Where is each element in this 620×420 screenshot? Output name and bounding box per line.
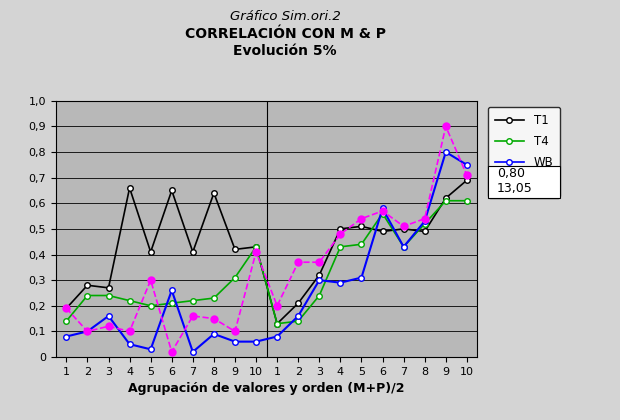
W xyxy=(273,303,281,308)
W xyxy=(400,224,407,229)
T1 xyxy=(84,283,91,288)
T1 xyxy=(168,188,175,193)
T4 xyxy=(294,319,302,324)
W xyxy=(252,249,260,255)
Line: WB: WB xyxy=(64,149,469,354)
T1 xyxy=(400,226,407,231)
T1 xyxy=(126,185,133,190)
T4 xyxy=(210,296,218,301)
T1 xyxy=(442,196,450,201)
Legend: T1, T4, WB, W: T1, T4, WB, W xyxy=(487,107,560,198)
Text: 0,80: 0,80 xyxy=(494,166,521,178)
X-axis label: Agrupación de valores y orden (M+P)/2: Agrupación de valores y orden (M+P)/2 xyxy=(128,382,405,395)
WB xyxy=(273,334,281,339)
WB xyxy=(168,288,175,293)
T1 xyxy=(294,301,302,306)
Text: Evolución 5%: Evolución 5% xyxy=(233,44,337,58)
T4 xyxy=(189,298,197,303)
T4 xyxy=(168,301,175,306)
T4 xyxy=(84,293,91,298)
Line: T4: T4 xyxy=(64,198,469,326)
W xyxy=(126,329,133,334)
W xyxy=(337,231,344,236)
T1 xyxy=(231,247,239,252)
WB xyxy=(210,331,218,336)
W xyxy=(210,316,218,321)
T4 xyxy=(147,303,154,308)
Text: 13,05: 13,05 xyxy=(494,182,529,195)
T1 xyxy=(210,191,218,196)
T4 xyxy=(273,321,281,326)
WB xyxy=(379,206,386,211)
T1 xyxy=(463,178,471,183)
W xyxy=(231,329,239,334)
T4 xyxy=(231,275,239,280)
WB xyxy=(147,347,154,352)
T4 xyxy=(105,293,112,298)
WB xyxy=(442,150,450,155)
T1 xyxy=(421,229,428,234)
WB xyxy=(463,162,471,167)
T4 xyxy=(63,319,70,324)
T4 xyxy=(421,221,428,226)
T1 xyxy=(358,224,365,229)
W xyxy=(442,124,450,129)
WB xyxy=(316,278,323,283)
W xyxy=(147,278,154,283)
W xyxy=(379,208,386,213)
W xyxy=(105,324,112,329)
WB xyxy=(358,275,365,280)
WB xyxy=(189,349,197,354)
T1 xyxy=(189,249,197,255)
WB xyxy=(421,219,428,224)
WB xyxy=(337,280,344,285)
W xyxy=(421,216,428,221)
WB xyxy=(400,244,407,249)
T4 xyxy=(252,244,260,249)
WB xyxy=(84,329,91,334)
WB xyxy=(252,339,260,344)
WB xyxy=(126,342,133,347)
T4 xyxy=(400,244,407,249)
W xyxy=(463,173,471,178)
T1 xyxy=(105,285,112,290)
T1 xyxy=(379,229,386,234)
Line: T1: T1 xyxy=(64,177,469,326)
W xyxy=(358,216,365,221)
WB xyxy=(63,334,70,339)
T1 xyxy=(316,273,323,278)
T1 xyxy=(63,306,70,311)
Line: W: W xyxy=(63,123,471,355)
T4 xyxy=(379,211,386,216)
WB xyxy=(231,339,239,344)
T4 xyxy=(358,242,365,247)
W xyxy=(84,329,91,334)
T4 xyxy=(463,198,471,203)
T4 xyxy=(316,293,323,298)
WB xyxy=(105,313,112,318)
Text: 0,80: 0,80 xyxy=(497,167,525,180)
T4 xyxy=(442,198,450,203)
W xyxy=(168,349,175,354)
T1 xyxy=(147,249,154,255)
WB xyxy=(294,313,302,318)
T4 xyxy=(337,244,344,249)
T1 xyxy=(273,321,281,326)
T1 xyxy=(337,226,344,231)
W xyxy=(63,306,70,311)
Text: 13,05: 13,05 xyxy=(497,182,533,195)
Text: CORRELACIÓN CON M & P: CORRELACIÓN CON M & P xyxy=(185,27,386,41)
T4 xyxy=(126,298,133,303)
W xyxy=(316,260,323,265)
T1 xyxy=(252,244,260,249)
W xyxy=(294,260,302,265)
Text: Gráfico Sim.ori.2: Gráfico Sim.ori.2 xyxy=(230,10,340,24)
W xyxy=(189,313,197,318)
